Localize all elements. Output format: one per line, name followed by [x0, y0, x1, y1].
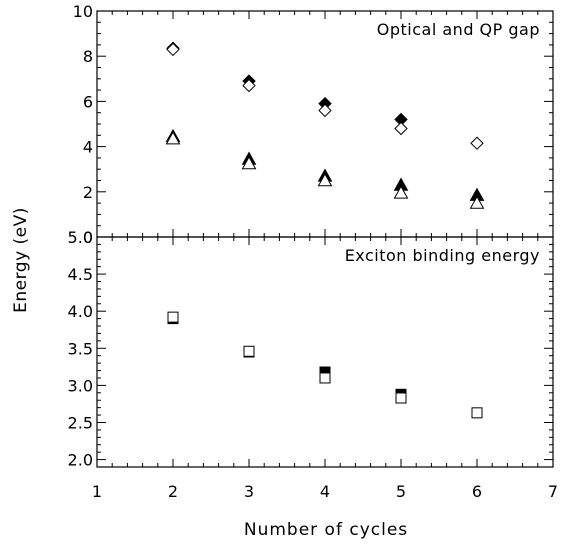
square-marker	[395, 392, 407, 404]
top-panel-title: Optical and QP gap	[377, 20, 540, 39]
triangle-marker	[165, 131, 181, 145]
bottom-panel	[96, 236, 554, 468]
x-tick-label: 4	[320, 482, 330, 501]
bottom-frame	[96, 236, 554, 468]
square-marker	[471, 407, 483, 419]
y-axis-label: Energy (eV)	[11, 207, 31, 313]
bottom-y-tick-label: 5.0	[68, 228, 93, 247]
diamond-marker	[242, 78, 256, 93]
bottom-y-tick-label: 2.0	[68, 451, 93, 470]
triangle-marker	[241, 156, 257, 170]
diamond-marker	[470, 136, 484, 150]
diamond-marker	[166, 42, 180, 57]
bottom-y-tick-label: 3.0	[68, 376, 93, 395]
bottom-y-tick-label: 2.5	[68, 413, 93, 432]
diamond-marker	[318, 103, 332, 118]
top-frame	[96, 10, 554, 238]
markers	[165, 41, 485, 419]
top-y-tick-label: 2	[83, 183, 93, 202]
triangle-marker	[317, 172, 333, 187]
top-y-tick-label: 6	[83, 92, 93, 111]
triangle-marker	[393, 185, 409, 199]
square-marker	[243, 345, 255, 357]
x-axis-label: Number of cycles	[244, 520, 408, 540]
square-marker	[167, 311, 179, 323]
bottom-y-tick-label: 4.0	[68, 302, 93, 321]
top-panel	[96, 10, 554, 238]
top-y-tick-label: 10	[73, 2, 93, 21]
x-tick-label: 1	[92, 482, 102, 501]
bottom-y-tick-label: 4.5	[68, 265, 93, 284]
x-tick-label: 3	[244, 482, 254, 501]
top-y-tick-label: 4	[83, 138, 93, 157]
x-tick-label: 7	[548, 482, 558, 501]
x-tick-label: 2	[168, 482, 178, 501]
top-y-tick-label: 0	[83, 228, 93, 247]
x-tick-label: 5	[396, 482, 406, 501]
diamond-marker	[394, 121, 408, 136]
triangle-marker	[469, 195, 485, 209]
square-marker	[319, 372, 331, 384]
tick-labels: 0 2 4 6 8 10 2.0 2.5 3.0 3.5 4.0 4.5 5.0 1 2 3 4 5 6 7	[68, 2, 559, 501]
x-tick-label: 6	[472, 482, 482, 501]
top-y-tick-label: 8	[83, 47, 93, 66]
bottom-y-tick-label: 3.5	[68, 339, 93, 358]
bottom-panel-title: Exciton binding energy	[345, 246, 540, 265]
